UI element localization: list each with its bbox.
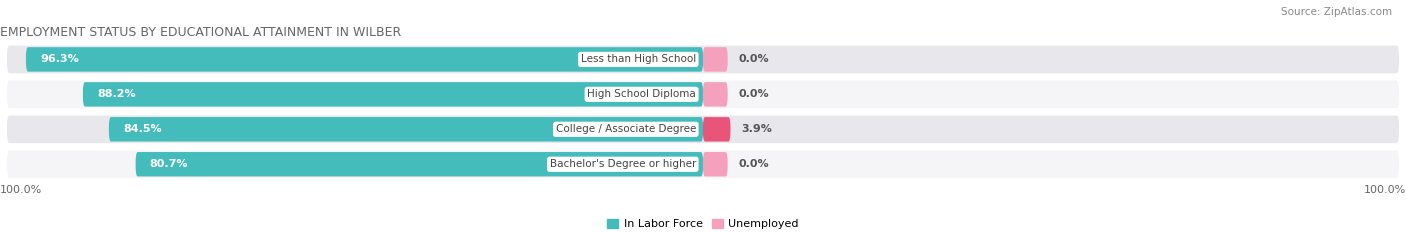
FancyBboxPatch shape — [7, 116, 1399, 143]
Text: Bachelor's Degree or higher: Bachelor's Degree or higher — [550, 159, 696, 169]
Text: High School Diploma: High School Diploma — [588, 89, 696, 99]
Text: Less than High School: Less than High School — [581, 55, 696, 64]
FancyBboxPatch shape — [703, 117, 731, 141]
Text: 3.9%: 3.9% — [741, 124, 772, 134]
Text: 80.7%: 80.7% — [149, 159, 188, 169]
FancyBboxPatch shape — [135, 152, 703, 177]
FancyBboxPatch shape — [703, 152, 728, 177]
Text: College / Associate Degree: College / Associate Degree — [555, 124, 696, 134]
Text: 100.0%: 100.0% — [1364, 185, 1406, 195]
Text: 0.0%: 0.0% — [738, 89, 769, 99]
FancyBboxPatch shape — [7, 81, 1399, 108]
FancyBboxPatch shape — [7, 151, 1399, 178]
FancyBboxPatch shape — [25, 47, 703, 72]
Legend: In Labor Force, Unemployed: In Labor Force, Unemployed — [607, 219, 799, 229]
Text: EMPLOYMENT STATUS BY EDUCATIONAL ATTAINMENT IN WILBER: EMPLOYMENT STATUS BY EDUCATIONAL ATTAINM… — [0, 26, 401, 39]
FancyBboxPatch shape — [703, 47, 728, 72]
Text: 88.2%: 88.2% — [97, 89, 135, 99]
Text: 84.5%: 84.5% — [124, 124, 162, 134]
FancyBboxPatch shape — [108, 117, 703, 141]
Text: Source: ZipAtlas.com: Source: ZipAtlas.com — [1281, 7, 1392, 17]
Text: 96.3%: 96.3% — [41, 55, 79, 64]
Text: 0.0%: 0.0% — [738, 159, 769, 169]
FancyBboxPatch shape — [83, 82, 703, 107]
FancyBboxPatch shape — [7, 46, 1399, 73]
Text: 100.0%: 100.0% — [0, 185, 42, 195]
FancyBboxPatch shape — [703, 82, 728, 107]
Text: 0.0%: 0.0% — [738, 55, 769, 64]
